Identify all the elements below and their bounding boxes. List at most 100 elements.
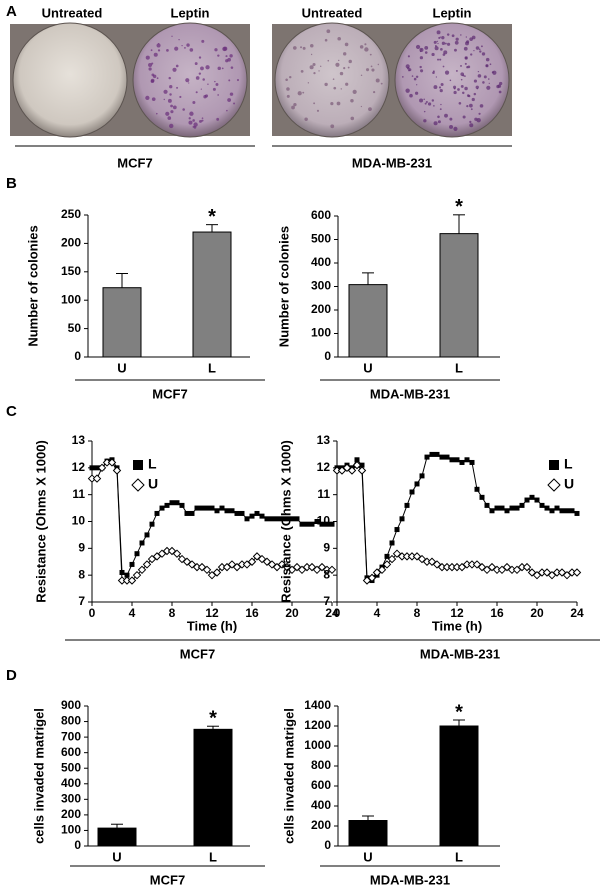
speckle xyxy=(343,52,347,56)
speckle xyxy=(170,110,174,114)
marker xyxy=(279,516,285,522)
marker xyxy=(519,502,525,508)
speckle xyxy=(462,91,465,95)
bar xyxy=(348,820,388,847)
y-tick-label: 50 xyxy=(68,321,82,335)
group-label: MCF7 xyxy=(150,872,185,887)
speckle xyxy=(330,124,335,129)
speckle xyxy=(330,102,334,106)
speckle xyxy=(230,66,234,69)
bar xyxy=(348,284,388,358)
speckle xyxy=(466,40,470,44)
marker xyxy=(284,516,290,522)
marker xyxy=(144,532,150,538)
speckle xyxy=(438,86,442,89)
speckle xyxy=(229,92,234,96)
speckle xyxy=(163,98,165,101)
speckle xyxy=(449,124,454,129)
speckle xyxy=(370,65,373,68)
marker xyxy=(234,510,240,516)
speckle xyxy=(437,58,440,61)
speckle xyxy=(475,46,480,50)
speckle xyxy=(420,48,422,50)
significance-mark: * xyxy=(455,701,463,723)
speckle xyxy=(439,58,442,61)
marker xyxy=(434,451,440,457)
speckle xyxy=(225,55,228,58)
speckle xyxy=(320,65,322,68)
speckle xyxy=(186,43,190,47)
speckle xyxy=(423,98,425,101)
speckle xyxy=(475,85,479,89)
speckle xyxy=(195,76,200,80)
marker xyxy=(494,505,500,511)
speckle xyxy=(440,47,443,51)
y-tick-label: 7 xyxy=(323,594,330,608)
speckle xyxy=(442,53,446,56)
cell-line-label: MDA-MB-231 xyxy=(352,155,432,170)
speckle xyxy=(313,102,316,105)
speckle xyxy=(205,65,210,70)
marker xyxy=(384,553,390,559)
speckle xyxy=(416,84,418,86)
speckle xyxy=(350,116,355,121)
y-tick-label: 800 xyxy=(61,714,81,728)
marker xyxy=(502,562,512,572)
speckle xyxy=(184,46,186,49)
marker xyxy=(504,508,510,514)
speckle xyxy=(335,62,340,67)
marker xyxy=(414,481,420,487)
speckle xyxy=(489,63,492,66)
speckle xyxy=(226,109,228,112)
speckle xyxy=(227,98,232,102)
x-tick-label: U xyxy=(117,360,126,375)
x-tick-label: 24 xyxy=(325,606,339,620)
speckle xyxy=(189,111,194,116)
speckle xyxy=(166,48,169,52)
y-tick-label: 1200 xyxy=(304,718,331,732)
group-label: MCF7 xyxy=(152,386,187,401)
speckle xyxy=(174,46,179,51)
marker xyxy=(209,505,215,511)
y-tick-label: 900 xyxy=(61,698,81,712)
series-line xyxy=(337,453,578,582)
y-axis-label: Number of colonies xyxy=(25,225,40,346)
speckle xyxy=(460,34,462,36)
speckle xyxy=(163,89,168,94)
speckle xyxy=(195,91,198,94)
speckle xyxy=(204,94,209,98)
x-tick-label: 16 xyxy=(245,606,259,620)
speckle xyxy=(291,105,295,110)
y-tick-label: 600 xyxy=(311,208,331,222)
speckle xyxy=(151,97,156,102)
x-tick-label: 12 xyxy=(205,606,219,620)
speckle xyxy=(200,88,202,90)
marker xyxy=(404,502,410,508)
plate-label: Untreated xyxy=(302,5,363,20)
speckle xyxy=(169,123,174,129)
marker xyxy=(149,521,155,527)
x-tick-label: 0 xyxy=(334,606,341,620)
y-tick-label: 500 xyxy=(311,232,331,246)
colony-speckles xyxy=(145,29,503,131)
marker xyxy=(354,457,360,463)
speckle xyxy=(436,30,441,35)
speckle xyxy=(360,74,363,77)
marker xyxy=(134,551,140,557)
marker xyxy=(177,554,187,564)
y-tick-label: 100 xyxy=(61,292,81,306)
marker xyxy=(142,560,152,569)
y-axis-label: Number of colonies xyxy=(276,226,291,347)
speckle xyxy=(375,78,380,83)
marker xyxy=(292,562,302,572)
speckle xyxy=(145,55,150,60)
group-label: MDA-MB-231 xyxy=(420,646,500,661)
y-tick-label: 9 xyxy=(323,541,330,555)
speckle xyxy=(181,44,183,47)
marker xyxy=(169,500,175,506)
speckle xyxy=(193,122,198,127)
x-tick-label: L xyxy=(209,849,217,864)
speckle xyxy=(408,69,410,72)
speckle xyxy=(411,75,414,77)
